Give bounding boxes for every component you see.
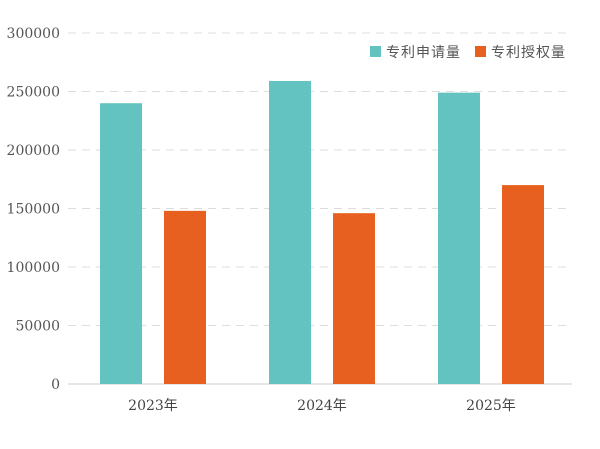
y-tick-label: 150000: [7, 202, 60, 218]
legend-label: 专利申请量: [386, 45, 461, 61]
bars: [100, 80, 544, 385]
legend-swatch: [370, 46, 381, 57]
y-tick-label: 200000: [7, 143, 60, 159]
legend-swatch: [475, 46, 486, 57]
legend-label: 专利授权量: [491, 45, 566, 61]
bar-application-1: [269, 80, 311, 384]
x-axis-categories: 2023年 2024年 2025年: [128, 398, 516, 414]
x-category-label: 2023年: [128, 398, 178, 414]
y-tick-label: 50000: [15, 319, 60, 335]
y-axis-ticks: 0 50000 100000 150000 200000 250000 300000: [7, 26, 60, 393]
bar-grant-1: [333, 213, 375, 384]
bar-application-0: [100, 103, 142, 384]
x-category-label: 2025年: [466, 398, 516, 414]
y-tick-label: 250000: [7, 85, 60, 101]
x-category-label: 2024年: [297, 398, 347, 414]
bar-grant-2: [502, 185, 544, 384]
legend: 专利申请量 专利授权量: [370, 45, 566, 61]
bar-application-2: [438, 92, 480, 385]
y-tick-label: 0: [51, 377, 60, 393]
grid: [68, 32, 572, 385]
y-tick-label: 100000: [7, 260, 60, 276]
bar-grant-0: [164, 210, 206, 384]
y-tick-label: 300000: [7, 26, 60, 42]
